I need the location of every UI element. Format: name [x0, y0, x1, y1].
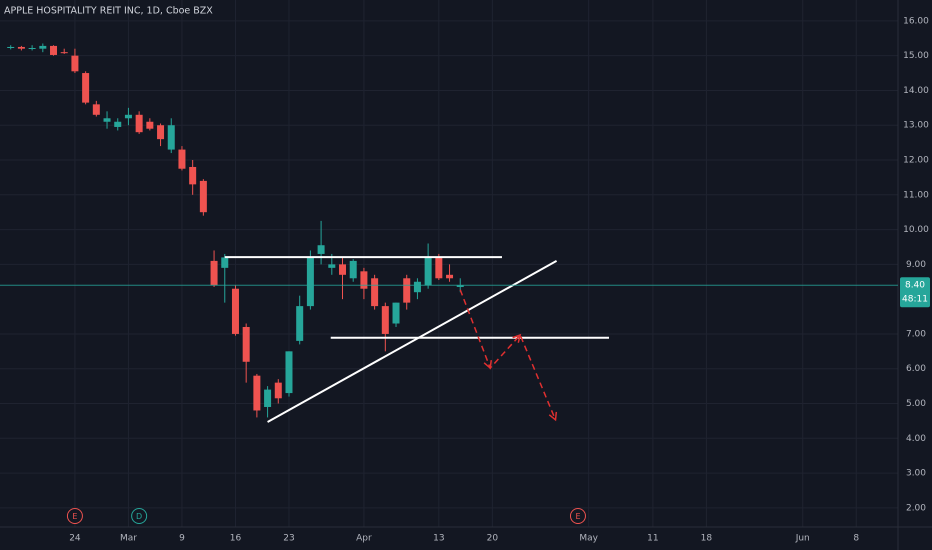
candle-body	[17, 46, 25, 49]
candle-body	[82, 73, 90, 103]
event-marker	[569, 508, 586, 524]
last-price-label: 8.40	[905, 281, 925, 291]
candle-body	[210, 260, 218, 286]
x-tick-label: 11	[647, 534, 658, 544]
candle-body	[39, 45, 47, 49]
x-tick-label: 23	[283, 534, 294, 544]
candle-body	[328, 264, 336, 268]
candle-body	[253, 375, 261, 411]
x-tick-label: 24	[69, 534, 81, 544]
candle-body	[446, 274, 454, 279]
y-tick-label: 14.00	[903, 86, 929, 96]
countdown: 48:11	[902, 295, 928, 305]
y-tick-label: 3.00	[906, 469, 926, 479]
x-tick-label: Jun	[795, 534, 810, 544]
y-tick-label: 13.00	[903, 121, 929, 131]
candle-body	[71, 55, 79, 72]
candle-body	[381, 306, 389, 334]
event-marker	[66, 508, 83, 524]
candle-body	[392, 302, 400, 324]
y-tick-label: 7.00	[906, 329, 926, 339]
candle-body	[28, 48, 36, 50]
event-label: D	[136, 512, 142, 521]
candle-body	[199, 180, 207, 213]
candle-body	[413, 281, 421, 293]
y-tick-label: 15.00	[903, 51, 929, 61]
projection-path	[459, 289, 557, 421]
arrow-head	[548, 411, 558, 422]
candle-body	[124, 114, 132, 119]
y-tick-label: 12.00	[903, 156, 929, 166]
candle-body	[349, 260, 357, 279]
candle-body	[435, 257, 443, 279]
y-tick-label: 2.00	[906, 503, 926, 513]
event-label: E	[72, 512, 77, 521]
candle-body	[146, 121, 154, 129]
candle-body	[285, 351, 293, 394]
x-tick-label: 16	[230, 534, 242, 544]
x-tick-label: 20	[487, 534, 499, 544]
y-tick-label: 5.00	[906, 399, 926, 409]
candle-body	[114, 121, 122, 127]
candle-body	[50, 45, 58, 55]
x-tick-label: Apr	[356, 534, 372, 544]
candle-body	[178, 149, 186, 169]
candle-body	[264, 389, 272, 407]
candle-body	[103, 118, 111, 122]
candle-body	[92, 104, 100, 115]
candle-body	[221, 257, 229, 268]
candle-body	[317, 245, 325, 254]
y-tick-label: 16.00	[903, 16, 929, 26]
last-price-tag	[900, 277, 930, 308]
candle-body	[60, 52, 68, 54]
candle-body	[274, 382, 282, 399]
chart-title: APPLE HOSPITALITY REIT INC, 1D, Cboe BZX	[4, 6, 213, 17]
candle-body	[189, 166, 197, 185]
event-marker	[131, 508, 148, 524]
y-tick-label: 9.00	[906, 260, 926, 270]
candle-body	[403, 278, 411, 303]
x-tick-label: 18	[701, 534, 713, 544]
y-tick-label: 6.00	[906, 364, 926, 374]
y-tick-label: 11.00	[903, 190, 929, 200]
arrow-head	[512, 333, 522, 343]
y-tick-label: 10.00	[903, 225, 929, 235]
candle-body	[167, 125, 175, 150]
candle-body	[231, 288, 239, 334]
candle-body	[360, 271, 368, 289]
x-tick-label: Mar	[120, 534, 137, 544]
candle-body	[456, 285, 464, 287]
candle-body	[296, 306, 304, 341]
x-tick-label: 13	[433, 534, 444, 544]
candle-body	[242, 326, 250, 362]
candle-body	[157, 125, 165, 140]
candle-body	[7, 46, 15, 49]
trend-line	[267, 260, 558, 423]
candle-body	[306, 257, 314, 307]
y-tick-label: 4.00	[906, 434, 926, 444]
event-label: E	[575, 512, 580, 521]
candle-body	[135, 114, 143, 133]
arrow-head	[483, 360, 493, 370]
candle-body	[339, 264, 347, 275]
candle-body	[424, 257, 432, 286]
candle-body	[371, 278, 379, 307]
x-tick-label: 9	[179, 534, 185, 544]
x-tick-label: May	[579, 534, 598, 544]
x-tick-label: 8	[853, 534, 859, 544]
